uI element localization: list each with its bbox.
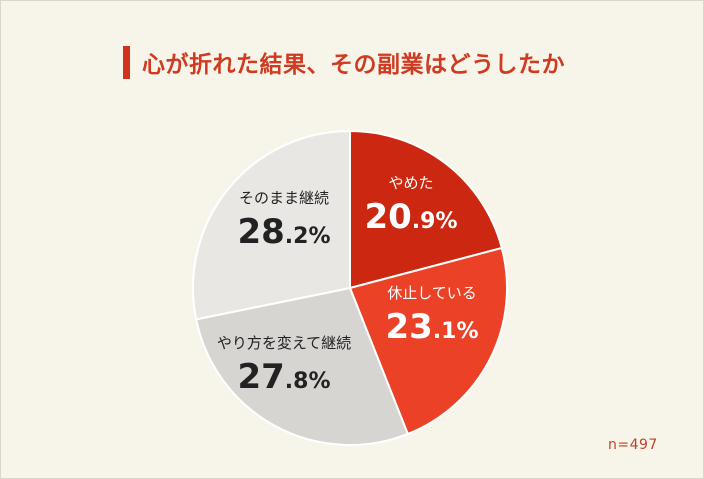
slice-label: やり方を変えて継続 xyxy=(217,334,351,352)
slice-label: やめた xyxy=(388,174,433,192)
slice-kyushi xyxy=(348,246,508,436)
slice-label: 休止している xyxy=(387,284,477,302)
slice-yameta xyxy=(349,129,504,290)
title-accent-bar xyxy=(123,45,130,79)
slice-label: そのまま継続 xyxy=(239,189,329,207)
slice-sonomama xyxy=(192,129,351,321)
chart-title: 心が折れた結果、その副業はどうしたか xyxy=(142,52,565,78)
slice-value: 27.8% xyxy=(237,357,330,397)
slice-value: 28.2% xyxy=(237,212,330,252)
chart-header: 心が折れた結果、その副業はどうしたか xyxy=(123,45,565,79)
sample-size-note: n=497 xyxy=(608,437,658,453)
slice-value: 20.9% xyxy=(364,197,457,237)
slice-value: 23.1% xyxy=(385,307,478,347)
slice-yarikata xyxy=(194,286,410,446)
